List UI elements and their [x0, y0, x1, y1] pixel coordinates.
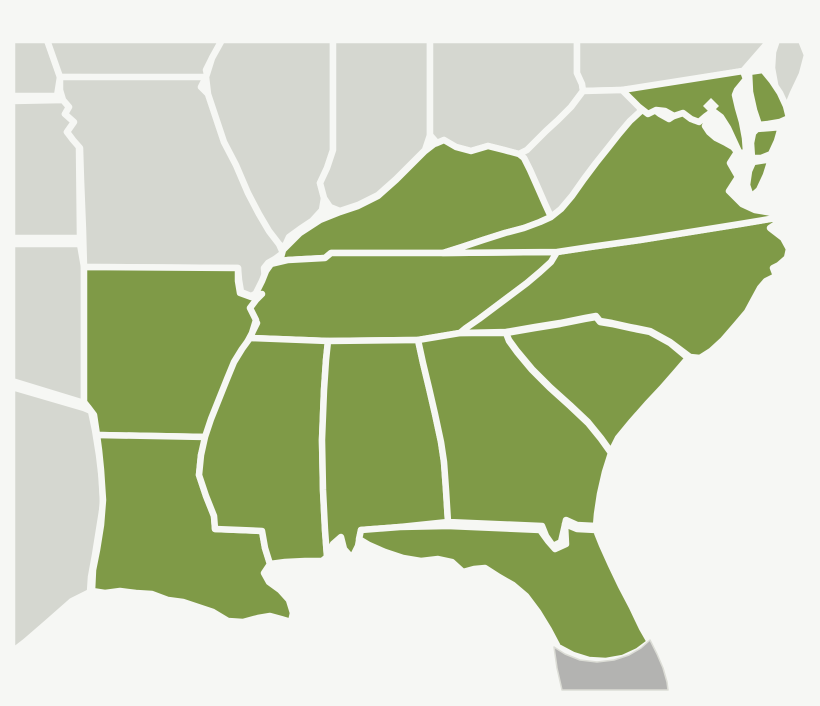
state-florida — [355, 520, 654, 665]
state-north-carolina — [456, 212, 793, 362]
state-maryland-eastern-shore — [747, 123, 785, 162]
washington-dc-marker — [703, 98, 719, 114]
state-oklahoma — [8, 240, 88, 407]
state-florida-clipped-tip — [553, 639, 669, 691]
state-virginia-eastern-shore — [743, 155, 775, 201]
state-maryland — [618, 67, 750, 158]
state-delaware — [745, 66, 793, 129]
